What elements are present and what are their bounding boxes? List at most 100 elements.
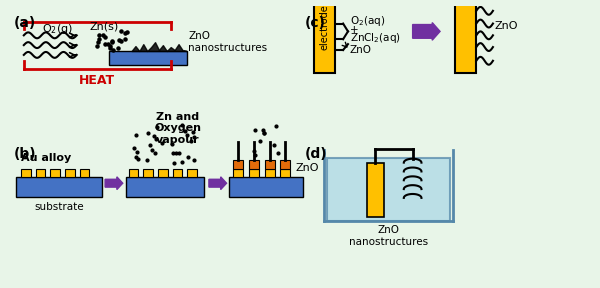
Point [94,37,103,41]
FancyBboxPatch shape [249,160,259,170]
Point [145,142,154,147]
Point [149,133,158,138]
Point [100,35,109,39]
Point [269,142,278,147]
Text: O$_2$(aq): O$_2$(aq) [350,14,385,28]
FancyArrow shape [209,177,227,190]
Point [98,33,108,37]
Point [249,149,259,154]
Point [152,124,161,129]
Point [131,155,140,160]
Point [250,127,260,132]
FancyBboxPatch shape [229,177,303,197]
Point [107,38,117,43]
Point [157,140,167,145]
FancyBboxPatch shape [173,170,182,177]
Text: (a): (a) [14,16,36,30]
FancyBboxPatch shape [280,170,290,177]
Point [151,137,161,141]
FancyBboxPatch shape [65,170,75,177]
Point [142,158,152,162]
Text: ZnO
nanostructures: ZnO nanostructures [188,31,268,53]
Text: Zn(s): Zn(s) [89,22,119,32]
Point [107,40,117,44]
Text: Zn and
Oxygen
vapour: Zn and Oxygen vapour [154,112,201,145]
FancyBboxPatch shape [280,160,290,170]
Point [94,33,103,38]
Text: (c): (c) [305,16,326,30]
Point [106,43,115,48]
Point [250,152,260,157]
Point [259,131,269,135]
Point [178,160,187,165]
Point [172,151,181,155]
FancyBboxPatch shape [21,170,31,177]
FancyBboxPatch shape [35,170,46,177]
Point [174,151,184,155]
Point [148,148,157,152]
FancyBboxPatch shape [158,170,168,177]
Text: O$_2$(g): O$_2$(g) [41,22,73,36]
Text: HEAT: HEAT [79,75,115,88]
Point [274,150,283,155]
FancyBboxPatch shape [314,0,335,73]
Point [114,38,124,42]
Point [133,149,142,154]
Text: +: + [350,25,359,35]
FancyBboxPatch shape [80,170,89,177]
Point [182,133,192,138]
Point [168,151,178,155]
Text: Au alloy: Au alloy [21,153,71,163]
Point [120,31,130,35]
FancyBboxPatch shape [128,170,139,177]
Point [169,160,179,165]
Point [189,157,199,162]
Point [94,39,103,44]
Point [167,141,176,146]
Point [259,127,268,132]
Point [116,39,126,44]
FancyBboxPatch shape [16,177,102,197]
FancyBboxPatch shape [233,160,243,170]
Point [178,123,187,128]
Point [109,48,118,52]
FancyBboxPatch shape [367,163,384,217]
FancyBboxPatch shape [265,170,275,177]
Point [190,134,199,139]
FancyBboxPatch shape [50,170,60,177]
Point [133,156,142,161]
FancyBboxPatch shape [143,170,153,177]
Point [131,132,140,137]
Text: ZnO: ZnO [295,163,319,173]
Point [256,139,265,143]
FancyBboxPatch shape [125,177,204,197]
Point [188,130,198,135]
Point [122,29,132,34]
Text: electrode: electrode [319,5,329,50]
FancyBboxPatch shape [455,0,476,73]
FancyArrow shape [105,177,123,190]
Point [105,45,115,50]
Point [151,150,160,155]
FancyArrow shape [413,22,440,40]
FancyBboxPatch shape [328,158,450,221]
FancyBboxPatch shape [265,160,275,170]
FancyBboxPatch shape [249,170,259,177]
Point [184,154,193,159]
Text: (d): (d) [305,147,328,161]
Point [129,145,139,150]
Text: ZnO: ZnO [350,45,372,55]
Point [259,131,268,135]
Point [92,44,102,49]
Point [113,46,122,50]
Point [116,28,125,33]
Point [143,131,153,136]
Point [181,128,190,133]
Text: substrate: substrate [34,202,84,212]
Point [101,42,110,47]
Point [103,42,113,46]
Text: (b): (b) [14,147,37,161]
Point [186,139,196,143]
FancyBboxPatch shape [187,170,197,177]
Point [272,124,281,129]
